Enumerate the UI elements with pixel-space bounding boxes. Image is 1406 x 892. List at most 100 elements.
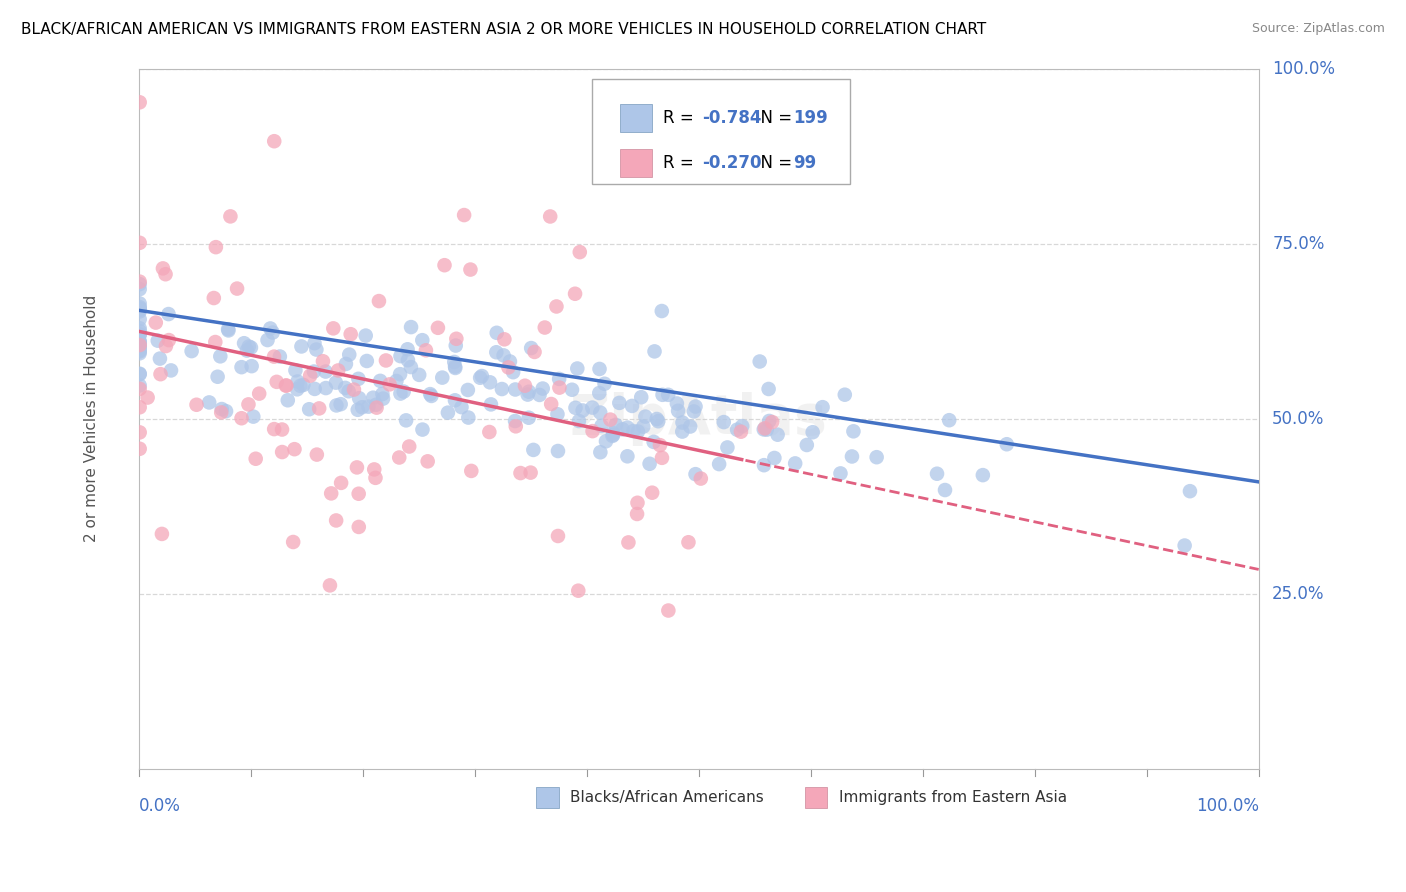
Point: [571, 403, 593, 417]
Point: [128, 301, 150, 316]
Point: [602, 428, 624, 442]
Point: [217, 322, 239, 336]
Point: [758, 414, 780, 428]
Point: [972, 468, 994, 483]
Point: [567, 361, 589, 376]
Point: [648, 438, 671, 452]
Point: [287, 375, 309, 389]
Point: [538, 210, 561, 224]
Point: [437, 406, 460, 420]
Point: [269, 350, 291, 364]
Point: [716, 441, 738, 455]
Point: [128, 312, 150, 326]
Point: [128, 300, 150, 314]
FancyBboxPatch shape: [536, 787, 558, 807]
Point: [207, 369, 229, 384]
Point: [626, 507, 648, 521]
Point: [581, 401, 603, 415]
Point: [276, 378, 298, 392]
Point: [330, 475, 353, 490]
Point: [460, 262, 482, 277]
Point: [354, 328, 377, 343]
Text: 199: 199: [793, 109, 828, 127]
Point: [128, 442, 150, 456]
Point: [630, 390, 652, 404]
Point: [160, 363, 183, 377]
Point: [766, 427, 789, 442]
Point: [626, 496, 648, 510]
Point: [755, 423, 778, 437]
Point: [128, 302, 150, 317]
Point: [758, 382, 780, 396]
Point: [128, 334, 150, 348]
Point: [231, 411, 253, 425]
Text: -0.784: -0.784: [702, 109, 762, 127]
Point: [128, 235, 150, 250]
Text: 2 or more Vehicles in Household: 2 or more Vehicles in Household: [84, 295, 98, 542]
Point: [128, 334, 150, 349]
Point: [433, 258, 456, 272]
Point: [389, 367, 412, 381]
Point: [371, 392, 394, 406]
Point: [420, 389, 443, 403]
Point: [595, 434, 617, 449]
Point: [312, 354, 335, 368]
Point: [633, 419, 655, 434]
Point: [245, 451, 267, 466]
Point: [522, 442, 544, 457]
Point: [866, 450, 889, 465]
Point: [322, 321, 344, 335]
Point: [215, 404, 238, 418]
Point: [347, 391, 370, 405]
Point: [651, 450, 673, 465]
Point: [186, 398, 208, 412]
FancyBboxPatch shape: [592, 79, 849, 184]
Point: [233, 336, 256, 351]
Point: [509, 466, 531, 480]
Point: [155, 339, 177, 353]
Point: [415, 343, 437, 358]
Point: [581, 424, 603, 438]
Point: [589, 406, 612, 420]
Point: [302, 365, 325, 379]
Point: [689, 472, 711, 486]
Point: [605, 417, 627, 432]
Point: [308, 401, 330, 416]
Point: [494, 332, 516, 346]
Point: [298, 402, 321, 417]
Point: [128, 304, 150, 318]
Point: [444, 360, 467, 375]
Point: [157, 333, 180, 347]
Point: [641, 485, 664, 500]
Text: -0.270: -0.270: [702, 154, 762, 172]
Point: [830, 467, 852, 481]
Point: [643, 434, 665, 449]
Point: [748, 354, 770, 368]
Text: 50.0%: 50.0%: [1272, 409, 1324, 428]
Point: [617, 535, 640, 549]
Point: [368, 374, 391, 388]
Point: [505, 383, 527, 397]
Point: [319, 578, 342, 592]
Point: [128, 340, 150, 354]
Point: [602, 426, 624, 441]
Point: [666, 404, 689, 418]
Point: [599, 412, 621, 426]
Point: [368, 294, 391, 309]
Point: [446, 332, 468, 346]
Point: [450, 400, 472, 414]
Point: [202, 291, 225, 305]
Point: [505, 419, 527, 434]
Text: 100.0%: 100.0%: [1195, 797, 1258, 815]
Point: [364, 398, 387, 412]
Point: [568, 414, 591, 428]
Point: [513, 378, 536, 392]
Point: [219, 210, 242, 224]
Point: [616, 450, 638, 464]
Point: [671, 425, 693, 439]
Point: [841, 450, 863, 464]
Point: [337, 348, 360, 362]
Point: [128, 327, 150, 342]
Point: [564, 286, 586, 301]
Point: [679, 419, 702, 434]
